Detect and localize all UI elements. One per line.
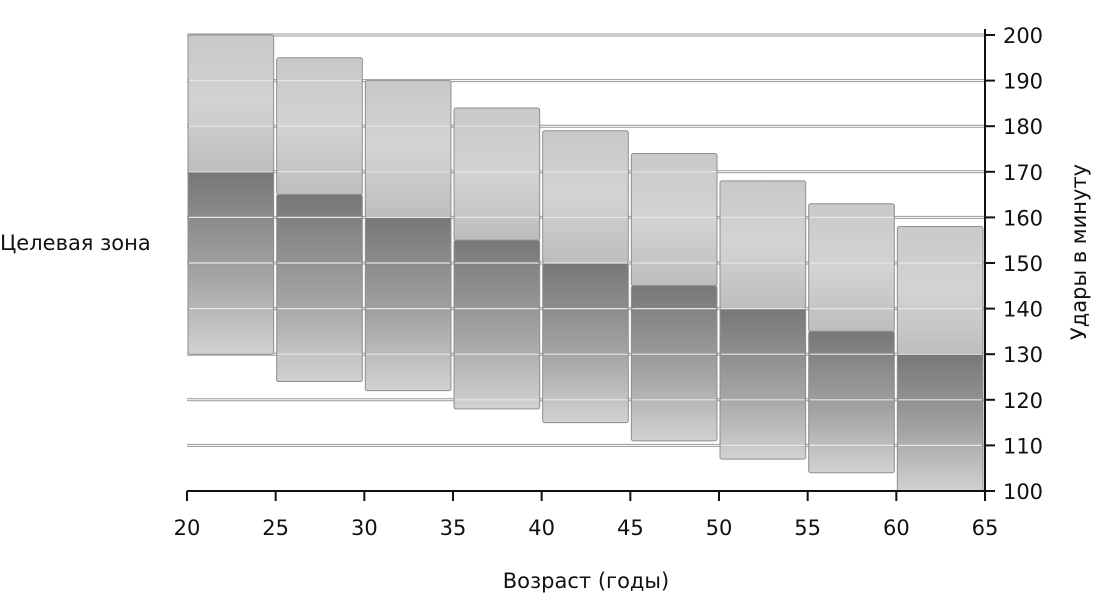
target-zone-bar-45: [630, 285, 718, 442]
target-zone-bar-30: [364, 216, 452, 392]
y-tick-label-120: 120: [1003, 389, 1043, 413]
y-axis-title: Удары в минуту: [1067, 164, 1091, 340]
bars-layer: [187, 34, 984, 492]
side-label: Целевая зона: [0, 231, 151, 255]
y-tick-label-190: 190: [1003, 70, 1043, 94]
max-rate-bar-30: [364, 80, 452, 218]
x-tick-label-35: 35: [440, 516, 467, 540]
x-axis-title: Возраст (годы): [503, 569, 669, 593]
target-zone-bar-40: [542, 262, 629, 424]
x-tick-label-45: 45: [617, 516, 644, 540]
y-tick-label-100: 100: [1003, 480, 1043, 504]
max-rate-bar-60: [896, 226, 984, 355]
max-rate-bar-40: [542, 130, 629, 264]
max-rate-bar-55: [808, 203, 895, 332]
x-tick-label-55: 55: [794, 516, 821, 540]
x-tick-label-30: 30: [351, 516, 378, 540]
target-zone-bar-55: [808, 330, 895, 474]
x-tick-label-60: 60: [883, 516, 910, 540]
max-rate-bar-35: [453, 107, 541, 241]
max-rate-bar-20: [187, 34, 275, 173]
target-zone-bar-35: [453, 239, 541, 410]
target-zone-bar-60: [896, 353, 984, 492]
y-tick-label-150: 150: [1003, 252, 1043, 276]
max-rate-bar-50: [719, 180, 807, 310]
x-tick-label-40: 40: [528, 516, 555, 540]
max-rate-bar-45: [630, 153, 718, 287]
labels-layer: Целевая зона Возраст (годы) Удары в мину…: [0, 24, 1091, 593]
y-tick-label-180: 180: [1003, 115, 1043, 139]
target-zone-bar-25: [276, 194, 363, 383]
x-tick-label-20: 20: [174, 516, 201, 540]
y-tick-label-160: 160: [1003, 206, 1043, 230]
x-tick-label-50: 50: [706, 516, 733, 540]
y-tick-label-140: 140: [1003, 298, 1043, 322]
target-zone-bar-50: [719, 308, 807, 460]
y-tick-label-110: 110: [1003, 434, 1043, 458]
x-tick-label-65: 65: [972, 516, 999, 540]
y-tick-label-170: 170: [1003, 161, 1043, 185]
y-tick-label-130: 130: [1003, 343, 1043, 367]
x-tick-label-25: 25: [262, 516, 289, 540]
y-tick-label-200: 200: [1003, 24, 1043, 48]
axes-layer: [186, 29, 995, 501]
